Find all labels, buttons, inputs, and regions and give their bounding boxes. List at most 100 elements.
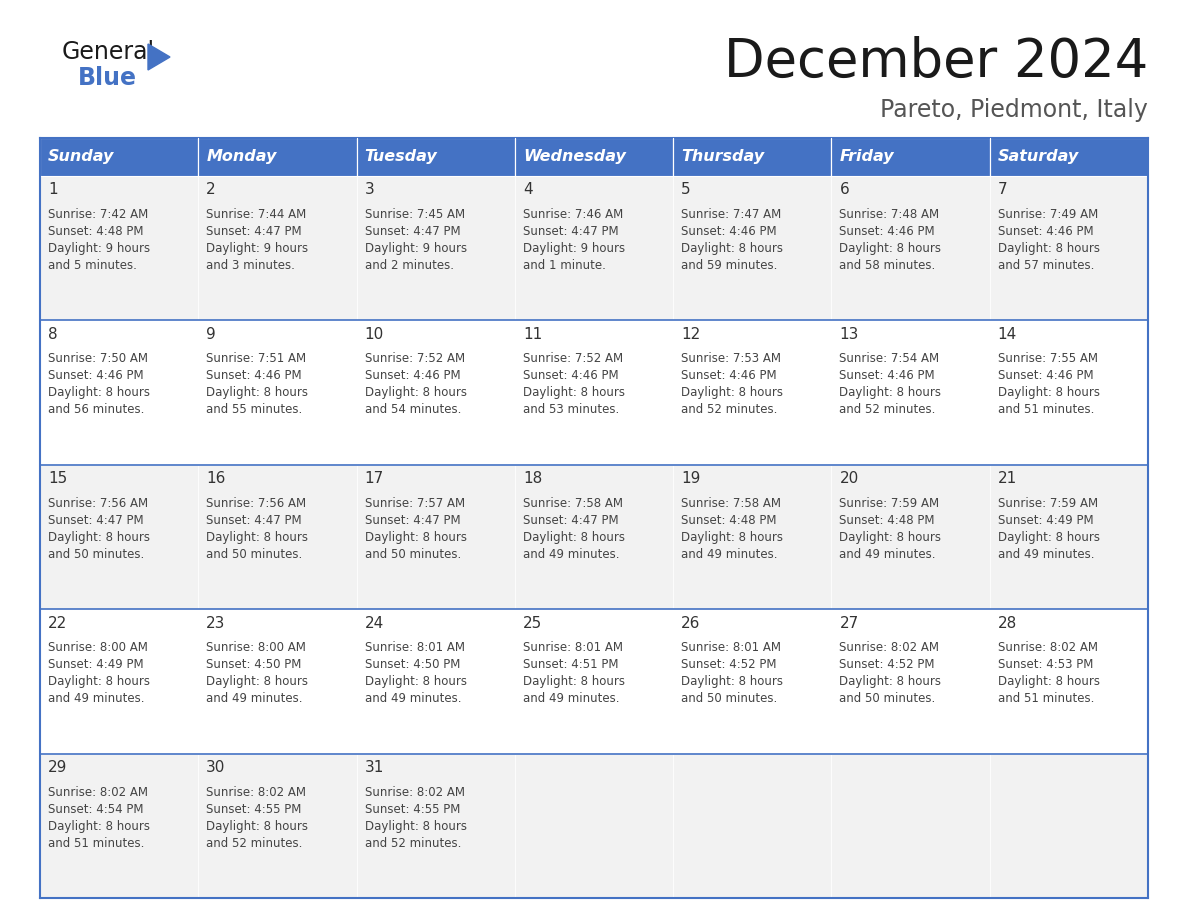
Text: and 59 minutes.: and 59 minutes. — [681, 259, 777, 272]
Text: Sunset: 4:47 PM: Sunset: 4:47 PM — [48, 514, 144, 527]
Polygon shape — [148, 44, 170, 70]
Text: Sunrise: 7:56 AM: Sunrise: 7:56 AM — [48, 497, 148, 509]
Text: and 49 minutes.: and 49 minutes. — [998, 548, 1094, 561]
Text: Daylight: 8 hours: Daylight: 8 hours — [365, 386, 467, 399]
Text: Sunrise: 7:52 AM: Sunrise: 7:52 AM — [523, 353, 623, 365]
Text: Sunset: 4:46 PM: Sunset: 4:46 PM — [998, 225, 1093, 238]
Bar — [990, 176, 1148, 320]
Bar — [832, 754, 990, 898]
Bar — [356, 138, 514, 176]
Text: Sunset: 4:48 PM: Sunset: 4:48 PM — [681, 514, 777, 527]
Text: and 51 minutes.: and 51 minutes. — [998, 403, 1094, 417]
Text: Sunrise: 7:53 AM: Sunrise: 7:53 AM — [681, 353, 782, 365]
Text: Sunrise: 7:57 AM: Sunrise: 7:57 AM — [365, 497, 465, 509]
Text: Sunrise: 7:42 AM: Sunrise: 7:42 AM — [48, 208, 148, 221]
Text: Sunset: 4:55 PM: Sunset: 4:55 PM — [365, 802, 460, 815]
Text: Sunset: 4:46 PM: Sunset: 4:46 PM — [523, 369, 619, 383]
Text: Sunset: 4:50 PM: Sunset: 4:50 PM — [207, 658, 302, 671]
Text: Daylight: 8 hours: Daylight: 8 hours — [840, 676, 941, 688]
Text: 26: 26 — [681, 616, 701, 631]
Text: and 52 minutes.: and 52 minutes. — [840, 403, 936, 417]
Text: Daylight: 8 hours: Daylight: 8 hours — [207, 676, 308, 688]
Text: Sunset: 4:47 PM: Sunset: 4:47 PM — [365, 225, 460, 238]
Text: Sunset: 4:46 PM: Sunset: 4:46 PM — [365, 369, 460, 383]
Text: Sunrise: 7:44 AM: Sunrise: 7:44 AM — [207, 208, 307, 221]
Text: and 49 minutes.: and 49 minutes. — [48, 692, 145, 705]
Text: Sunrise: 8:02 AM: Sunrise: 8:02 AM — [365, 786, 465, 799]
Text: Daylight: 8 hours: Daylight: 8 hours — [681, 242, 783, 255]
Text: 19: 19 — [681, 471, 701, 487]
Text: Sunrise: 8:02 AM: Sunrise: 8:02 AM — [840, 641, 940, 655]
Text: and 50 minutes.: and 50 minutes. — [365, 548, 461, 561]
Text: Daylight: 8 hours: Daylight: 8 hours — [48, 386, 150, 399]
Text: and 51 minutes.: and 51 minutes. — [998, 692, 1094, 705]
Text: Sunrise: 7:49 AM: Sunrise: 7:49 AM — [998, 208, 1098, 221]
Bar — [514, 754, 674, 898]
Bar — [198, 754, 356, 898]
Text: Daylight: 8 hours: Daylight: 8 hours — [840, 386, 941, 399]
Bar — [40, 320, 198, 465]
Text: and 51 minutes.: and 51 minutes. — [48, 836, 145, 849]
Text: and 3 minutes.: and 3 minutes. — [207, 259, 295, 272]
Bar — [40, 610, 198, 754]
Text: Saturday: Saturday — [998, 150, 1079, 164]
Text: 14: 14 — [998, 327, 1017, 341]
Text: and 52 minutes.: and 52 minutes. — [681, 403, 777, 417]
Text: December 2024: December 2024 — [723, 36, 1148, 88]
Text: and 49 minutes.: and 49 minutes. — [523, 692, 619, 705]
Text: 21: 21 — [998, 471, 1017, 487]
Text: 11: 11 — [523, 327, 542, 341]
Bar — [356, 610, 514, 754]
Text: Sunset: 4:46 PM: Sunset: 4:46 PM — [681, 369, 777, 383]
Text: Sunset: 4:46 PM: Sunset: 4:46 PM — [207, 369, 302, 383]
Text: Sunrise: 7:46 AM: Sunrise: 7:46 AM — [523, 208, 624, 221]
Text: Sunset: 4:54 PM: Sunset: 4:54 PM — [48, 802, 144, 815]
Text: Pareto, Piedmont, Italy: Pareto, Piedmont, Italy — [880, 98, 1148, 122]
Text: Daylight: 8 hours: Daylight: 8 hours — [840, 242, 941, 255]
Text: 5: 5 — [681, 183, 690, 197]
Bar — [198, 465, 356, 610]
Text: Daylight: 8 hours: Daylight: 8 hours — [365, 820, 467, 833]
Bar — [832, 610, 990, 754]
Text: and 55 minutes.: and 55 minutes. — [207, 403, 303, 417]
Text: Sunrise: 8:01 AM: Sunrise: 8:01 AM — [365, 641, 465, 655]
Text: Sunset: 4:46 PM: Sunset: 4:46 PM — [840, 369, 935, 383]
Bar — [514, 465, 674, 610]
Bar — [674, 138, 832, 176]
Text: Thursday: Thursday — [681, 150, 764, 164]
Text: Sunset: 4:49 PM: Sunset: 4:49 PM — [998, 514, 1093, 527]
Text: and 5 minutes.: and 5 minutes. — [48, 259, 137, 272]
Text: and 2 minutes.: and 2 minutes. — [365, 259, 454, 272]
Text: General: General — [62, 40, 156, 64]
Bar — [198, 138, 356, 176]
Text: and 49 minutes.: and 49 minutes. — [365, 692, 461, 705]
Text: Sunset: 4:46 PM: Sunset: 4:46 PM — [840, 225, 935, 238]
Bar — [514, 176, 674, 320]
Text: 3: 3 — [365, 183, 374, 197]
Text: Blue: Blue — [78, 66, 137, 90]
Text: 8: 8 — [48, 327, 58, 341]
Text: 31: 31 — [365, 760, 384, 775]
Bar — [514, 138, 674, 176]
Text: and 52 minutes.: and 52 minutes. — [365, 836, 461, 849]
Text: Sunrise: 7:51 AM: Sunrise: 7:51 AM — [207, 353, 307, 365]
Bar — [514, 320, 674, 465]
Text: Daylight: 8 hours: Daylight: 8 hours — [207, 820, 308, 833]
Text: Sunset: 4:55 PM: Sunset: 4:55 PM — [207, 802, 302, 815]
Bar — [356, 176, 514, 320]
Text: Daylight: 8 hours: Daylight: 8 hours — [998, 531, 1100, 543]
Text: Sunrise: 8:01 AM: Sunrise: 8:01 AM — [523, 641, 623, 655]
Text: Sunrise: 7:54 AM: Sunrise: 7:54 AM — [840, 353, 940, 365]
Text: Daylight: 8 hours: Daylight: 8 hours — [523, 676, 625, 688]
Text: Sunset: 4:46 PM: Sunset: 4:46 PM — [48, 369, 144, 383]
Text: Daylight: 8 hours: Daylight: 8 hours — [207, 531, 308, 543]
Text: and 50 minutes.: and 50 minutes. — [48, 548, 144, 561]
Text: Sunrise: 8:01 AM: Sunrise: 8:01 AM — [681, 641, 782, 655]
Text: Daylight: 8 hours: Daylight: 8 hours — [48, 820, 150, 833]
Bar — [990, 320, 1148, 465]
Text: Sunset: 4:51 PM: Sunset: 4:51 PM — [523, 658, 619, 671]
Text: Sunset: 4:48 PM: Sunset: 4:48 PM — [48, 225, 144, 238]
Text: 29: 29 — [48, 760, 68, 775]
Text: Daylight: 8 hours: Daylight: 8 hours — [48, 676, 150, 688]
Text: Sunrise: 7:50 AM: Sunrise: 7:50 AM — [48, 353, 148, 365]
